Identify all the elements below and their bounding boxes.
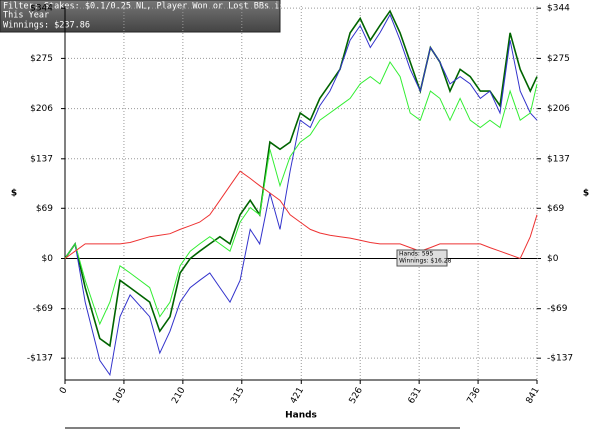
x-tick-label: 210 — [170, 386, 187, 406]
y-tick-label: $0 — [42, 254, 54, 264]
y-tick-label-right: $275 — [547, 54, 570, 64]
filter-box — [0, 0, 281, 33]
y-tick-label: $69 — [36, 204, 53, 214]
series-line — [64, 170, 538, 260]
x-tick-label: 631 — [407, 386, 424, 406]
x-tick-label: 526 — [348, 386, 365, 406]
y-tick-label-right: $206 — [547, 104, 570, 114]
y-tick-label-right: -$137 — [547, 354, 573, 364]
y-tick-label-right: -$69 — [547, 304, 568, 314]
period-text: This Year — [3, 11, 49, 21]
tooltip-text: Winnings: $16.28 — [399, 258, 452, 265]
series-line — [64, 9, 538, 348]
y-tick-label: $206 — [30, 104, 53, 114]
x-tick-label: 105 — [111, 386, 128, 406]
y-tick-label: -$137 — [27, 354, 53, 364]
y-tick-label: $275 — [30, 54, 53, 64]
winnings-text: Winnings: $237.86 — [3, 21, 90, 31]
y-axis-label: $ — [11, 189, 17, 199]
y-tick-label-right: $69 — [547, 204, 564, 214]
filter-text: Filter: Stakes: $0.1/0.25 NL, Player Won… — [3, 2, 371, 12]
x-tick-label: 736 — [466, 386, 483, 406]
y-tick-label-right: $344 — [547, 4, 570, 14]
x-tick-label: 421 — [289, 386, 306, 406]
y-tick-label-right: $137 — [547, 154, 570, 164]
y-tick-label-right: $0 — [547, 254, 559, 264]
tooltip-text: Hands: 595 — [399, 251, 433, 258]
x-axis-label: Hands — [285, 411, 317, 421]
x-tick-label: 315 — [229, 386, 246, 406]
x-tick-label: 0 — [58, 386, 70, 396]
tooltip-box — [396, 249, 448, 267]
y-tick-label: $137 — [30, 154, 53, 164]
series-line — [64, 60, 538, 326]
y-tick-label: $344 — [30, 4, 53, 14]
y-axis-label-right: $ — [583, 189, 589, 199]
x-tick-label: 841 — [525, 386, 542, 406]
y-tick-label: -$69 — [33, 304, 54, 314]
series-line — [64, 13, 538, 377]
